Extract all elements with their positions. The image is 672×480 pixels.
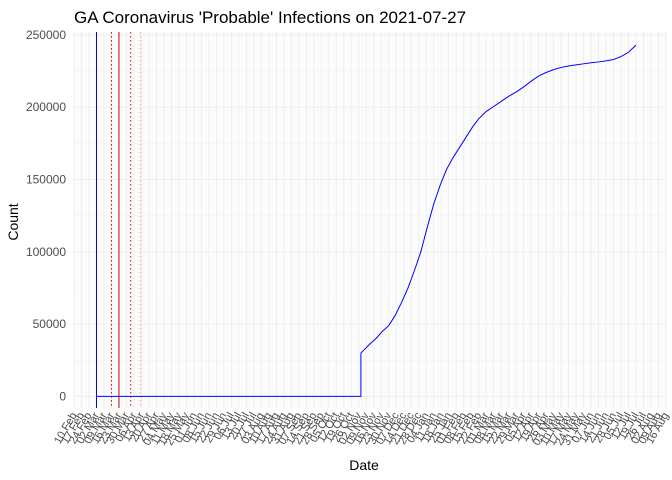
y-axis-title: Count [5, 203, 21, 240]
grid-lines [73, 32, 667, 408]
series-line [96, 44, 637, 397]
chart-title: GA Coronavirus 'Probable' Infections on … [74, 8, 466, 27]
series-layer [96, 44, 637, 397]
y-tick-label: 150000 [26, 173, 66, 187]
y-tick-label: 0 [59, 389, 66, 403]
y-tick-label: 50000 [33, 317, 67, 331]
reference-vlines [95, 32, 141, 408]
y-tick-labels: 0 50000 100000 150000 200000 250000 [26, 28, 66, 404]
y-tick-label: 250000 [26, 28, 66, 42]
x-axis-title: Date [349, 457, 379, 473]
y-tick-label: 100000 [26, 245, 66, 259]
y-tick-label: 200000 [26, 100, 66, 114]
